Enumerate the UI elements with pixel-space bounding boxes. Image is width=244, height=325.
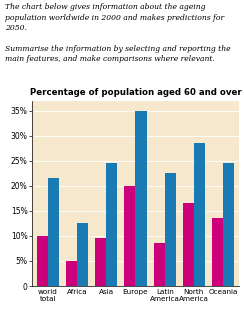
Bar [153,243,165,286]
Bar [194,143,205,286]
Bar [212,218,223,286]
Bar [165,173,176,286]
Bar [135,111,146,286]
Title: Percentage of population aged 60 and over: Percentage of population aged 60 and ove… [30,88,241,97]
Bar [183,203,194,286]
Bar [66,261,77,286]
Bar [124,186,135,286]
Bar [223,163,234,286]
Bar [48,178,59,286]
Bar [37,236,48,286]
Bar [77,223,88,286]
Bar [106,163,117,286]
Bar [95,239,106,286]
Text: The chart below gives information about the ageing
population worldwide in 2000 : The chart below gives information about … [5,3,231,63]
